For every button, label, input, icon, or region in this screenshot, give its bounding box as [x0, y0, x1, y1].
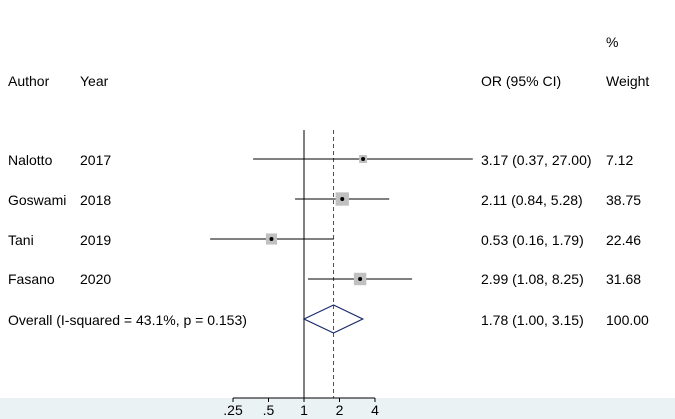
x-tick-label: .25 — [223, 402, 243, 418]
header-author: Author — [8, 73, 50, 89]
study-author: Tani — [8, 232, 34, 248]
study-point — [340, 197, 345, 201]
study-author: Goswami — [8, 192, 67, 208]
overall-label: Overall (I-squared = 43.1%, p = 0.153) — [8, 312, 247, 328]
study-author: Fasano — [8, 271, 55, 287]
study-weight: 31.68 — [606, 271, 642, 287]
overall-diamond — [302, 304, 365, 334]
study-ci-text: 2.99 (1.08, 8.25) — [481, 271, 584, 287]
study-point — [361, 157, 366, 161]
header-or-ci: OR (95% CI) — [481, 73, 562, 89]
study-ci-text: 0.53 (0.16, 1.79) — [481, 232, 584, 248]
overall-weight: 100.00 — [606, 312, 649, 328]
x-tick-label: 1 — [300, 402, 308, 418]
study-point — [358, 277, 363, 281]
x-tick-label: .5 — [263, 402, 275, 418]
study-author: Nalotto — [8, 152, 53, 168]
study-year: 2019 — [80, 232, 112, 248]
study-year: 2020 — [80, 271, 112, 287]
study-ci-text: 3.17 (0.37, 27.00) — [481, 152, 592, 168]
study-weight: 38.75 — [606, 192, 642, 208]
study-weight: 22.46 — [606, 232, 642, 248]
bottom-band — [0, 398, 675, 419]
x-tick-label: 4 — [371, 402, 379, 418]
header-weight: Weight — [606, 73, 650, 89]
header-year: Year — [80, 73, 109, 89]
study-ci-text: 2.11 (0.84, 5.28) — [481, 192, 583, 208]
study-year: 2017 — [80, 152, 112, 168]
x-tick-label: 2 — [336, 402, 344, 418]
overall-ci-text: 1.78 (1.00, 3.15) — [481, 312, 584, 328]
study-point — [269, 237, 274, 241]
study-year: 2018 — [80, 192, 112, 208]
header-weight-percent: % — [606, 34, 619, 50]
study-weight: 7.12 — [606, 152, 634, 168]
